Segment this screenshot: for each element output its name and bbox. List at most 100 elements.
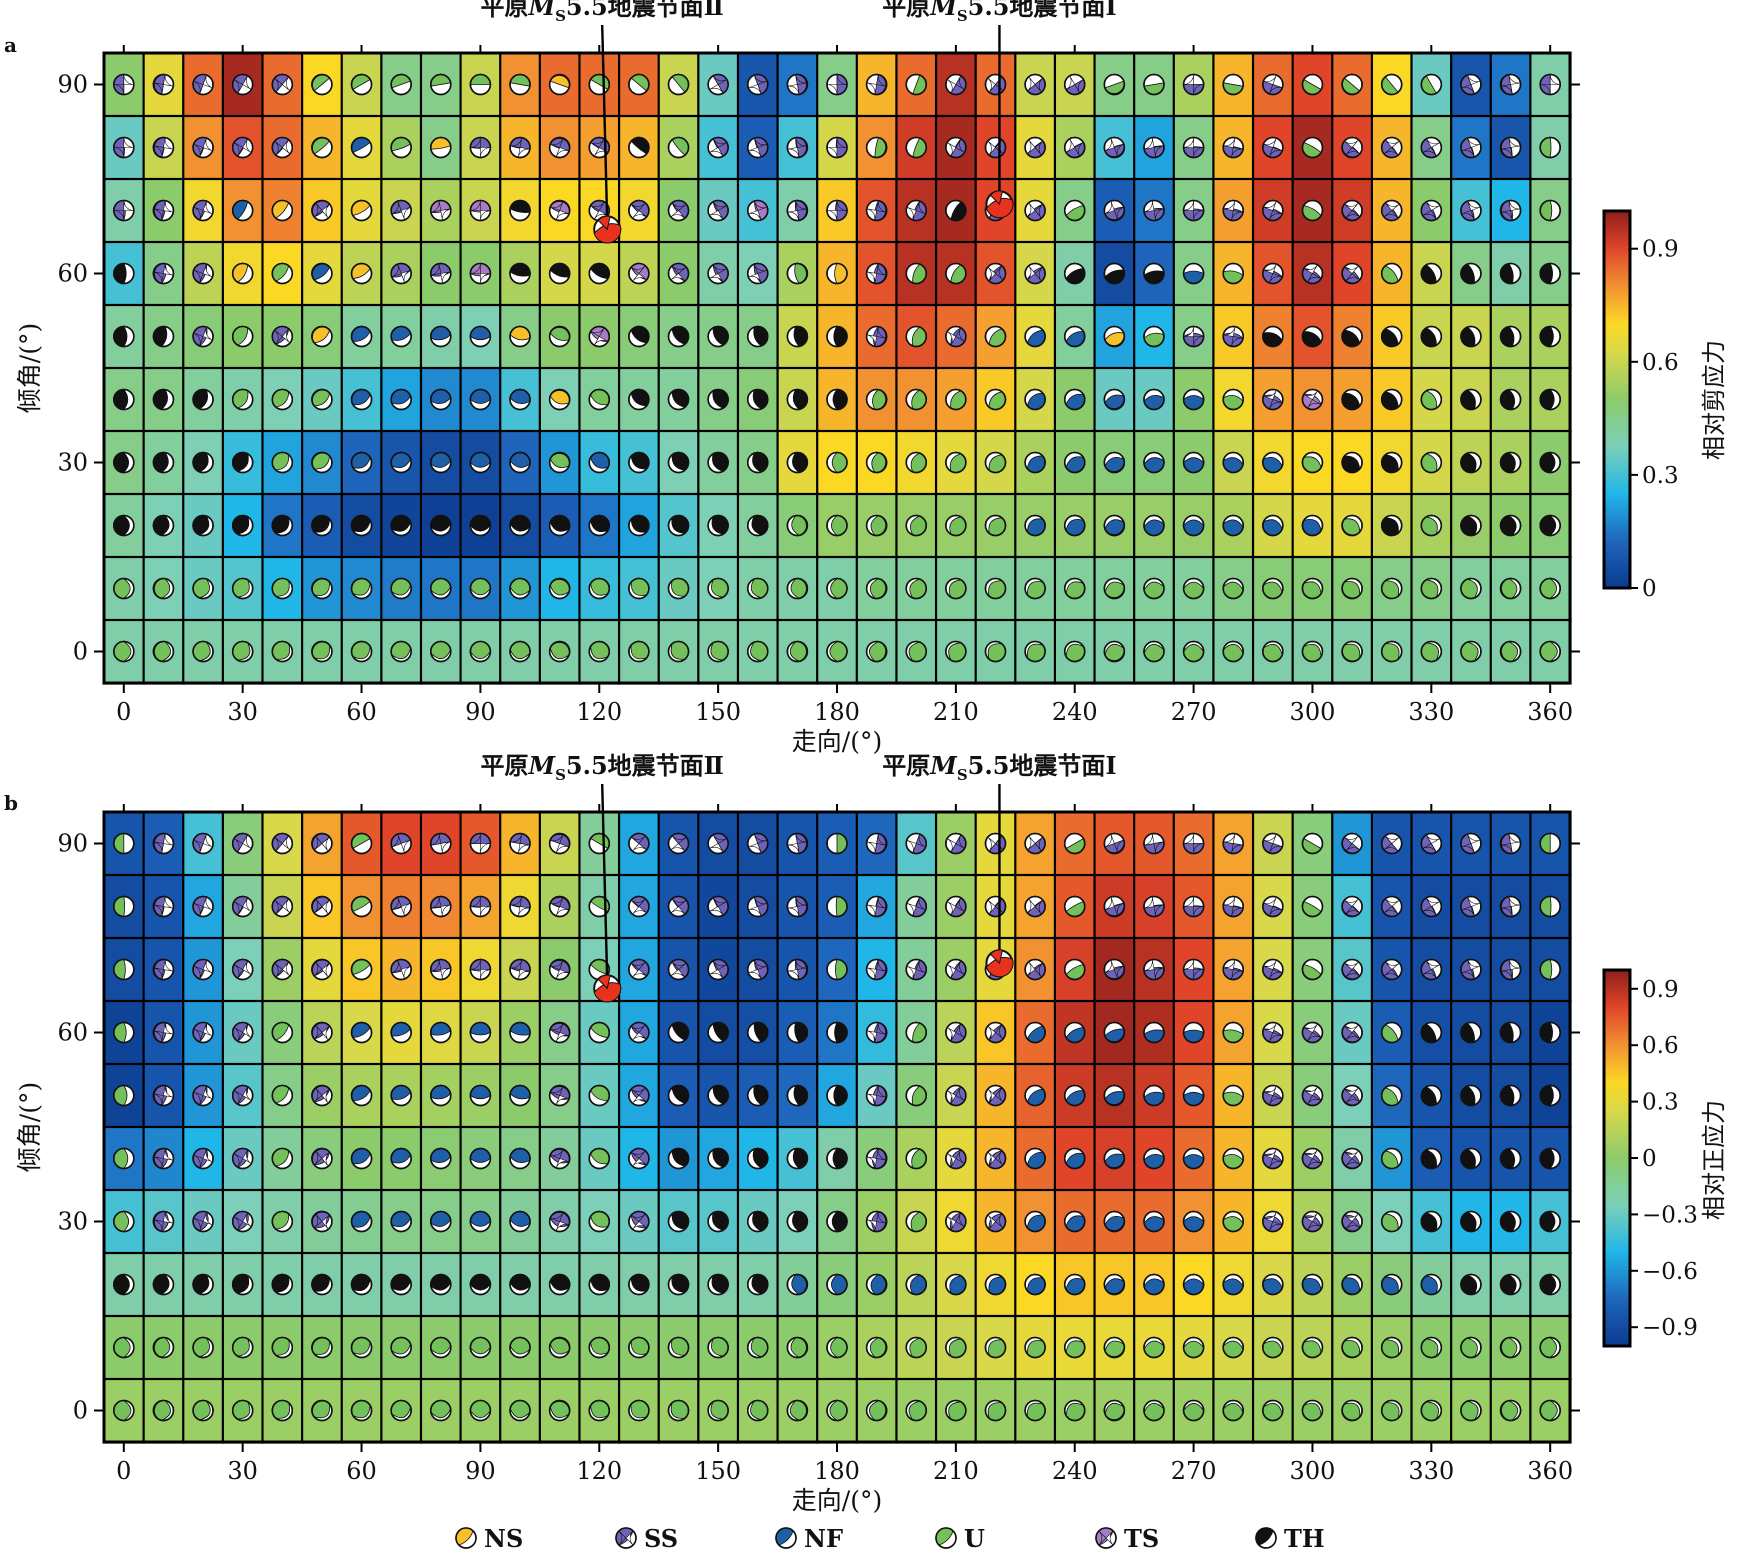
beachball	[311, 577, 333, 600]
beachball	[707, 1021, 729, 1044]
beachball	[1380, 1084, 1403, 1107]
beachball	[746, 1336, 769, 1359]
beachball	[945, 1399, 967, 1422]
beachball	[865, 958, 888, 981]
beachball	[628, 577, 650, 600]
beachball	[311, 1273, 333, 1296]
beachball	[1420, 958, 1443, 981]
beachball	[826, 325, 848, 348]
beachball	[350, 325, 373, 348]
beachball	[1222, 262, 1245, 285]
beachball	[1063, 1147, 1086, 1170]
beachball	[548, 451, 571, 474]
beachball	[786, 577, 809, 600]
beachball	[192, 388, 214, 411]
beachball	[231, 199, 254, 222]
beachball	[628, 199, 650, 222]
beachball	[786, 1273, 809, 1296]
beachball	[271, 136, 294, 159]
beachball	[1222, 1210, 1245, 1233]
beachball	[1499, 577, 1522, 600]
beachball	[1420, 73, 1443, 96]
beachball	[1539, 577, 1561, 600]
legend-ts-label: TS	[1124, 1524, 1159, 1553]
beachball	[826, 388, 848, 411]
beachball	[1103, 1084, 1126, 1107]
beachball	[1182, 325, 1205, 348]
beachball	[905, 1021, 928, 1044]
beachball	[311, 1399, 333, 1422]
beachball	[1024, 325, 1046, 348]
beachball	[509, 514, 531, 537]
beachball	[469, 1084, 492, 1107]
beachball	[707, 895, 729, 918]
beachball	[1380, 640, 1403, 663]
beachball	[1222, 1147, 1245, 1170]
beachball	[1301, 514, 1324, 537]
beachball	[865, 1147, 888, 1170]
beachball	[1222, 388, 1245, 411]
beachball	[707, 640, 729, 663]
y-tick-label: 30	[57, 1208, 88, 1236]
beachball	[113, 1399, 135, 1422]
beachball	[152, 73, 175, 96]
beachball	[271, 895, 294, 918]
beachball	[1222, 199, 1245, 222]
beachball	[152, 1210, 175, 1233]
beachball	[905, 199, 928, 222]
beachball	[667, 832, 690, 855]
beachball	[1380, 388, 1403, 411]
beachball	[390, 1021, 412, 1044]
beachball	[984, 136, 1007, 159]
beachball	[1262, 1273, 1284, 1296]
beachball	[826, 514, 848, 537]
beachball	[1182, 1084, 1205, 1107]
x-tick-label: 60	[346, 698, 377, 726]
beachball	[113, 388, 135, 411]
beachball	[1380, 577, 1403, 600]
beachball	[231, 640, 254, 663]
beachball	[548, 895, 571, 918]
beachball	[865, 1021, 888, 1044]
beachball	[826, 1084, 848, 1107]
x-tick-label: 180	[814, 698, 860, 726]
beachball	[548, 577, 571, 600]
beachball	[192, 1210, 214, 1233]
beachball	[548, 199, 571, 222]
beachball	[1499, 832, 1522, 855]
beachball	[350, 1273, 373, 1296]
beachball	[1063, 1210, 1086, 1233]
beachball	[1499, 136, 1522, 159]
beachball	[350, 388, 373, 411]
y-tick-label: 90	[57, 71, 88, 99]
beachball	[588, 388, 611, 411]
beachball	[1380, 325, 1403, 348]
beachball	[271, 73, 294, 96]
beachball	[1420, 136, 1443, 159]
beachball	[628, 1399, 650, 1422]
beachball	[1341, 388, 1363, 411]
beachball	[1539, 262, 1561, 285]
beachball	[350, 958, 373, 981]
beachball	[786, 388, 809, 411]
beachball	[905, 1210, 928, 1233]
beachball	[429, 577, 452, 600]
beachball	[588, 832, 611, 855]
beachball	[429, 1021, 452, 1044]
beachball	[1539, 1084, 1561, 1107]
beachball	[1063, 73, 1086, 96]
beachball	[1420, 1084, 1443, 1107]
beachball	[628, 1336, 650, 1359]
beachball	[667, 73, 690, 96]
beachball	[429, 1210, 452, 1233]
beachball	[1103, 262, 1126, 285]
beachball	[1460, 832, 1482, 855]
beachball	[271, 1021, 294, 1044]
beachball	[588, 199, 611, 222]
beachball	[1103, 1273, 1126, 1296]
beachball	[1420, 640, 1443, 663]
legend-th-icon	[1255, 1527, 1277, 1549]
beachball	[667, 1021, 690, 1044]
legend-ss-icon	[615, 1527, 637, 1549]
beachball	[271, 1336, 294, 1359]
